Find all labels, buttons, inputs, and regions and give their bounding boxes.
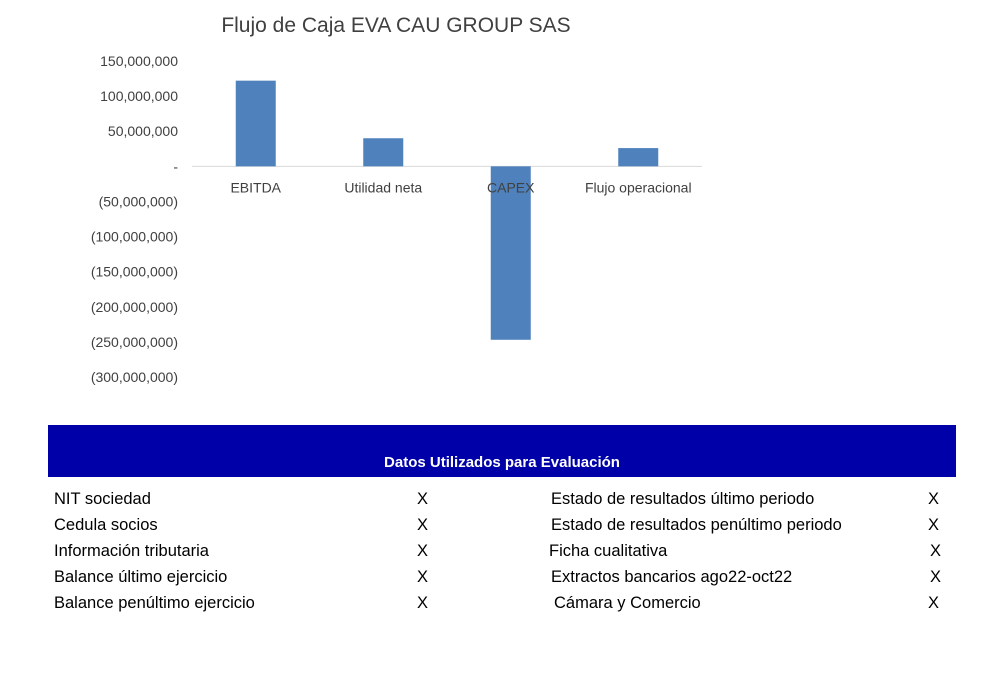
chart-title: Flujo de Caja EVA CAU GROUP SAS [221,14,570,37]
table-row: Balance último ejercicio X Extractos ban… [48,565,956,591]
bars-group [235,80,659,340]
category-label: CAPEX [487,179,535,195]
right-item-label: Estado de resultados penúltimo periodo [551,516,842,534]
table-row: NIT sociedad X Estado de resultados últi… [48,487,956,513]
y-tick-label: (150,000,000) [91,264,178,280]
table-row: Información tributaria X Ficha cualitati… [48,539,956,565]
category-labels: EBITDA Utilidad neta CAPEX Flujo operaciona… [230,179,691,195]
left-item-label: Balance último ejercicio [54,568,228,586]
right-item-mark: X [930,568,942,586]
table-header: Datos Utilizados para Evaluación [48,425,956,477]
y-tick-label: (200,000,000) [91,299,178,315]
right-item-mark: X [928,594,940,612]
table-header-title: Datos Utilizados para Evaluación [384,454,620,471]
bar-ebitda [235,80,276,167]
right-item-label: Estado de resultados último periodo [551,490,815,508]
left-item-label: Información tributaria [54,542,209,560]
left-item-mark: X [417,490,429,508]
y-tick-label: (250,000,000) [91,334,178,350]
table-rows: NIT sociedad X Estado de resultados últi… [48,477,956,617]
left-item-mark: X [417,516,429,534]
cash-flow-chart: Flujo de Caja EVA CAU GROUP SAS 150,000,… [91,14,702,385]
left-item-label: Cedula socios [54,516,158,534]
y-tick-label: 100,000,000 [100,88,178,104]
y-tick-label: 50,000,000 [108,123,178,139]
category-label: Flujo operacional [585,179,692,195]
y-tick-label: - [173,158,178,174]
y-tick-label: 150,000,000 [100,53,178,69]
left-item-mark: X [417,568,429,586]
category-label: Utilidad neta [344,179,422,195]
table-row: Cedula socios X Estado de resultados pen… [48,513,956,539]
left-item-label: NIT sociedad [54,490,151,508]
y-tick-label: (100,000,000) [91,229,178,245]
left-item-label: Balance penúltimo ejercicio [54,594,255,612]
evaluation-data-table: Datos Utilizados para Evaluación NIT soc… [48,425,956,617]
bar-utilidad-neta [363,138,404,167]
right-item-label: Cámara y Comercio [554,594,701,612]
right-item-mark: X [930,542,942,560]
y-axis-ticks: 150,000,000 100,000,000 50,000,000 - (50,000… [91,53,179,385]
bar-capex [490,166,531,340]
table-row: Balance penúltimo ejercicio X Cámara y C… [48,591,956,617]
right-item-label: Extractos bancarios ago22-oct22 [551,568,793,586]
y-tick-label: (50,000,000) [99,193,178,209]
right-item-mark: X [928,490,940,508]
right-item-mark: X [928,516,940,534]
left-item-mark: X [417,542,429,560]
right-item-label: Ficha cualitativa [549,542,668,560]
bar-flujo-operacional [618,148,659,167]
left-item-mark: X [417,594,429,612]
category-label: EBITDA [230,179,281,195]
y-tick-label: (300,000,000) [91,369,178,385]
